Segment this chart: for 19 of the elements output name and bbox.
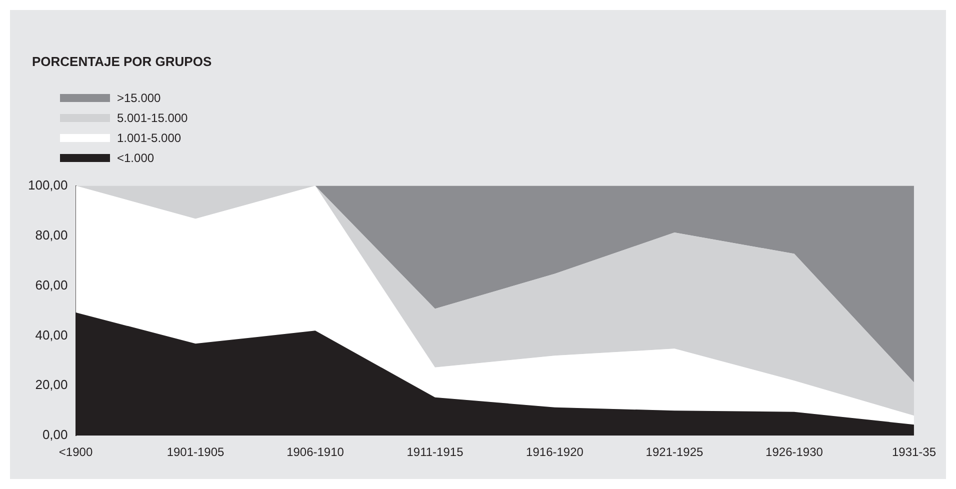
y-tick-label: 40,00 bbox=[35, 327, 68, 342]
legend-label: 1.001-5.000 bbox=[117, 131, 182, 145]
y-tick-label: 80,00 bbox=[35, 227, 68, 242]
legend-label: 5.001-15.000 bbox=[117, 111, 188, 125]
legend-label: >15.000 bbox=[117, 91, 161, 105]
y-tick-label: 20,00 bbox=[35, 377, 68, 392]
x-tick-label: 1931-35 bbox=[892, 445, 936, 460]
x-tick-label: 1916-1920 bbox=[526, 445, 584, 460]
x-tick-label: 1926-1930 bbox=[766, 445, 824, 460]
x-tick-label: 1921-1925 bbox=[646, 445, 704, 460]
y-tick-label: 0,00 bbox=[42, 427, 68, 442]
chart-title: PORCENTAJE POR GRUPOS bbox=[32, 54, 212, 69]
legend-label: <1.000 bbox=[117, 151, 154, 165]
x-tick-label: 1906-1910 bbox=[286, 445, 344, 460]
y-tick-label: 100,00 bbox=[28, 177, 68, 192]
x-tick-label: <1900 bbox=[58, 445, 93, 460]
y-tick-label: 60,00 bbox=[35, 277, 68, 292]
x-tick-label: 1901-1905 bbox=[166, 445, 225, 460]
x-tick-label: 1911-1915 bbox=[406, 445, 464, 460]
